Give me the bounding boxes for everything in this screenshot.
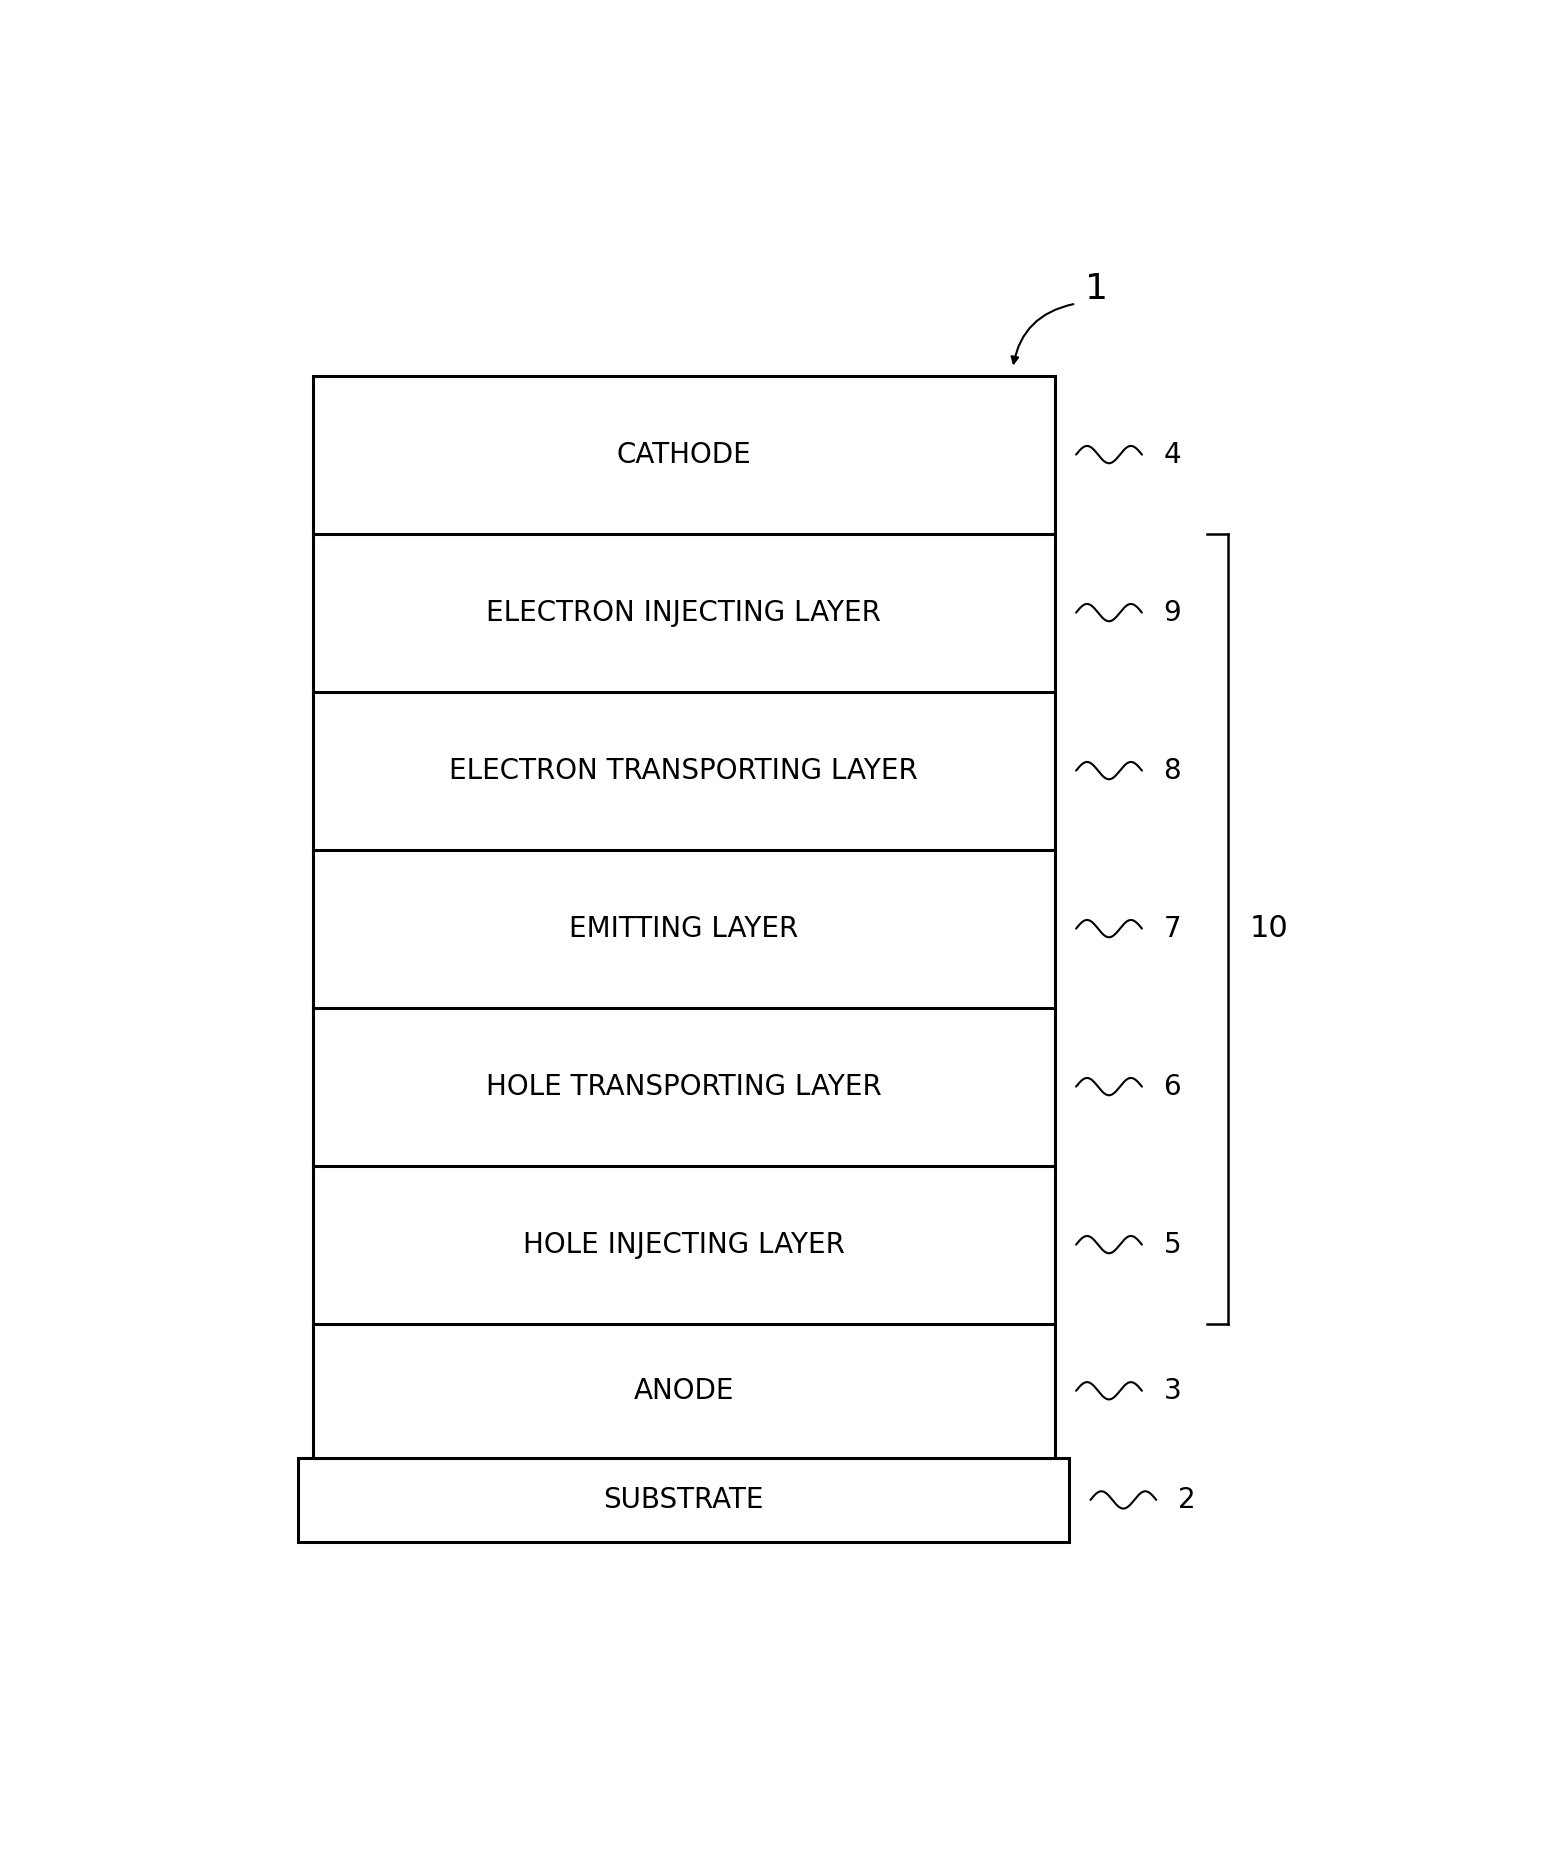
Text: 5: 5 (1164, 1230, 1181, 1259)
Bar (298, 1459, 1068, 1543)
Text: EMITTING LAYER: EMITTING LAYER (570, 914, 798, 942)
Text: 7: 7 (1164, 914, 1181, 942)
Text: CATHODE: CATHODE (616, 441, 750, 469)
Text: HOLE INJECTING LAYER: HOLE INJECTING LAYER (523, 1230, 845, 1259)
Text: ANODE: ANODE (633, 1376, 733, 1404)
Bar (312, 376, 1055, 1459)
Text: 9: 9 (1164, 598, 1181, 626)
Text: 4: 4 (1164, 441, 1181, 469)
Text: SUBSTRATE: SUBSTRATE (604, 1487, 764, 1515)
Text: 2: 2 (1178, 1487, 1195, 1515)
Text: 6: 6 (1164, 1073, 1181, 1101)
Text: 3: 3 (1164, 1376, 1181, 1404)
Text: 10: 10 (1249, 914, 1288, 942)
Text: 8: 8 (1164, 757, 1181, 785)
Text: HOLE TRANSPORTING LAYER: HOLE TRANSPORTING LAYER (486, 1073, 882, 1101)
Text: ELECTRON INJECTING LAYER: ELECTRON INJECTING LAYER (486, 598, 882, 626)
Text: ELECTRON TRANSPORTING LAYER: ELECTRON TRANSPORTING LAYER (449, 757, 919, 785)
Text: 1: 1 (1085, 273, 1109, 307)
